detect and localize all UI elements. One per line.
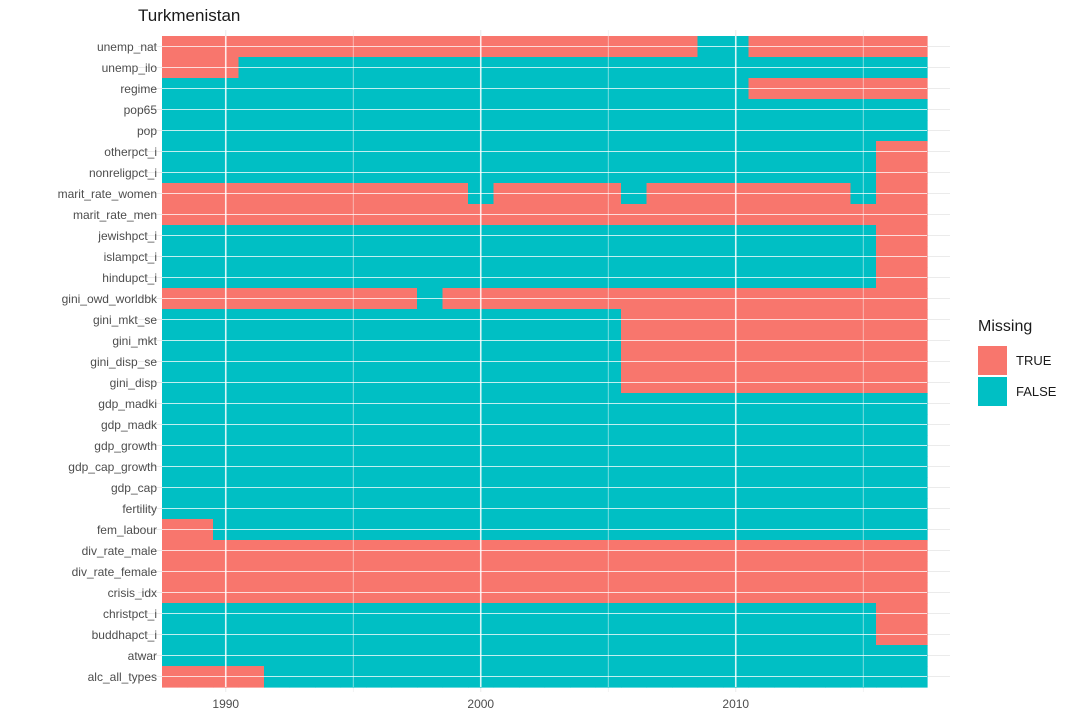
legend-key-false xyxy=(978,377,1007,406)
y-tick-label-gini_owd_worldbk: gini_owd_worldbk xyxy=(62,292,158,306)
overgrid-layer xyxy=(162,36,927,687)
y-tick-label-fem_labour: fem_labour xyxy=(97,523,157,537)
y-tick-label-marit_rate_women: marit_rate_women xyxy=(58,187,157,201)
y-tick-label-gini_mkt: gini_mkt xyxy=(112,334,157,348)
x-tick-label-1990: 1990 xyxy=(212,697,239,711)
y-tick-label-gini_mkt_se: gini_mkt_se xyxy=(93,313,157,327)
y-tick-label-div_rate_female: div_rate_female xyxy=(72,565,158,579)
legend: Missing TRUE FALSE xyxy=(978,318,1056,407)
x-tick-label-2000: 2000 xyxy=(467,697,494,711)
y-tick-label-fertility: fertility xyxy=(122,502,157,516)
legend-label-true: TRUE xyxy=(1016,353,1052,368)
legend-label-false: FALSE xyxy=(1016,384,1057,399)
y-tick-label-gdp_cap_growth: gdp_cap_growth xyxy=(68,460,157,474)
y-tick-label-regime: regime xyxy=(120,82,157,96)
y-tick-label-gdp_growth: gdp_growth xyxy=(94,439,157,453)
y-tick-label-div_rate_male: div_rate_male xyxy=(82,544,158,558)
y-tick-label-nonreligpct_i: nonreligpct_i xyxy=(89,166,157,180)
y-tick-label-hindupct_i: hindupct_i xyxy=(102,271,157,285)
y-tick-label-buddhapct_i: buddhapct_i xyxy=(92,628,157,642)
legend-key-true xyxy=(978,346,1007,375)
y-tick-label-pop: pop xyxy=(137,124,157,138)
y-tick-label-gini_disp: gini_disp xyxy=(110,376,158,390)
y-tick-label-gdp_madk: gdp_madk xyxy=(101,418,158,432)
legend-title: Missing xyxy=(978,318,1033,335)
y-tick-label-christpct_i: christpct_i xyxy=(103,607,157,621)
legend-entry-true: TRUE xyxy=(978,345,1056,376)
y-tick-label-gini_disp_se: gini_disp_se xyxy=(90,355,157,369)
legend-entry-false: FALSE xyxy=(978,376,1056,407)
y-tick-label-gdp_cap: gdp_cap xyxy=(111,481,157,495)
cell-layer xyxy=(162,36,928,688)
y-tick-label-jewishpct_i: jewishpct_i xyxy=(97,229,157,243)
y-tick-label-pop65: pop65 xyxy=(124,103,158,117)
y-tick-label-marit_rate_men: marit_rate_men xyxy=(73,208,157,222)
y-tick-label-gdp_madki: gdp_madki xyxy=(98,397,157,411)
y-tick-label-otherpct_i: otherpct_i xyxy=(104,145,157,159)
y-tick-label-islampct_i: islampct_i xyxy=(104,250,157,264)
x-tick-label-2010: 2010 xyxy=(722,697,749,711)
y-tick-label-alc_all_types: alc_all_types xyxy=(88,670,157,684)
y-tick-label-unemp_ilo: unemp_ilo xyxy=(102,61,158,75)
y-tick-label-crisis_idx: crisis_idx xyxy=(108,586,157,600)
x-axis-labels: 1990 2000 2010 xyxy=(212,697,749,711)
y-tick-label-unemp_nat: unemp_nat xyxy=(97,40,158,54)
y-tick-label-atwar: atwar xyxy=(128,649,157,663)
chart-title: Turkmenistan xyxy=(138,6,241,25)
